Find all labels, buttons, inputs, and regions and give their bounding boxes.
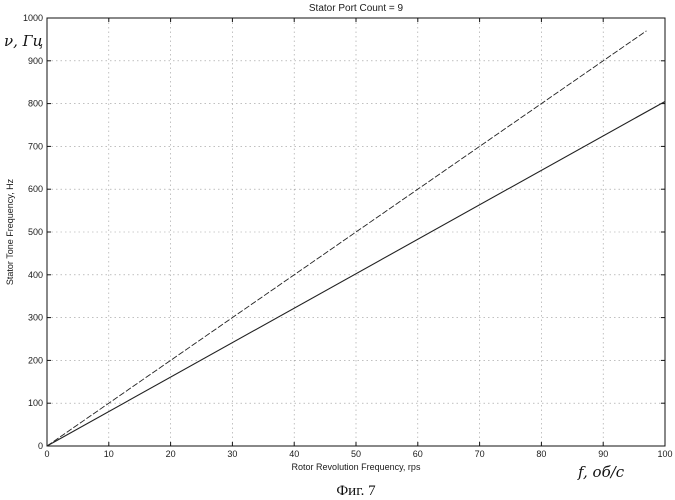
- x-axis-title: Rotor Revolution Frequency, rps: [292, 462, 421, 472]
- y-axis-title: Stator Tone Frequency, Hz: [5, 178, 15, 285]
- x-tick-label: 0: [44, 449, 49, 459]
- x-tick-label: 80: [536, 449, 546, 459]
- y-tick-label: 200: [28, 355, 43, 365]
- x-tick-label: 90: [598, 449, 608, 459]
- y-tick-label: 800: [28, 99, 43, 109]
- chart-title: Stator Port Count = 9: [309, 3, 404, 14]
- x-tick-label: 70: [475, 449, 485, 459]
- x-tick-label: 20: [166, 449, 176, 459]
- y-tick-label: 600: [28, 184, 43, 194]
- series-line-1: [47, 31, 646, 446]
- x-tick-label: 40: [289, 449, 299, 459]
- x-tick-label: 30: [227, 449, 237, 459]
- x-tick-label: 50: [351, 449, 361, 459]
- y-tick-label: 700: [28, 141, 43, 151]
- y-axis-handwritten-label: ν, Гц: [4, 32, 43, 50]
- x-tick-label: 100: [657, 449, 672, 459]
- y-tick-label: 500: [28, 227, 43, 237]
- y-tick-label: 1000: [23, 13, 43, 23]
- y-tick-label: 400: [28, 270, 43, 280]
- x-axis-handwritten-label: f, об/с: [577, 463, 625, 481]
- y-tick-label: 0: [38, 441, 43, 451]
- y-tick-label: 300: [28, 313, 43, 323]
- x-tick-label: 10: [104, 449, 114, 459]
- y-tick-label: 100: [28, 398, 43, 408]
- x-tick-label: 60: [413, 449, 423, 459]
- figure-caption: Фиг. 7: [336, 483, 376, 499]
- y-tick-label: 900: [28, 56, 43, 66]
